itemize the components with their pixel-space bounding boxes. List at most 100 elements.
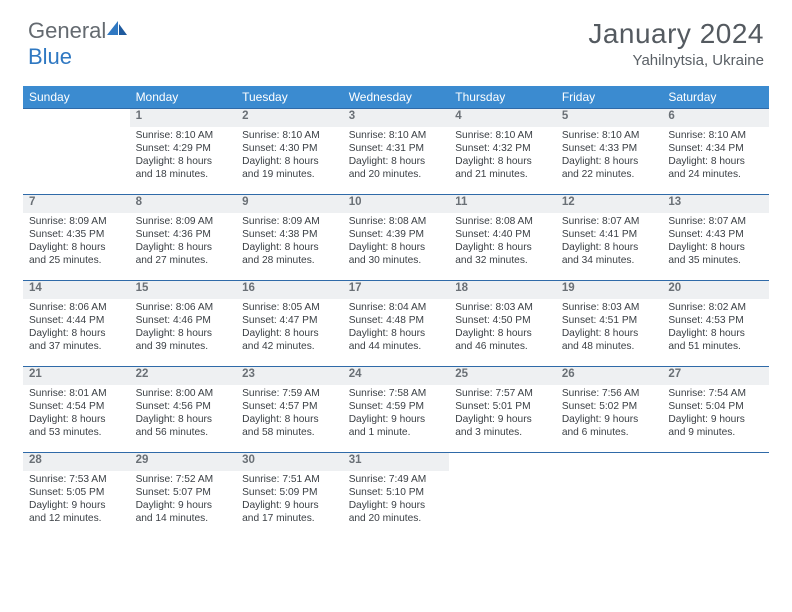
sunrise-text: Sunrise: 8:06 AM bbox=[29, 301, 124, 314]
day-cell: Sunrise: 8:07 AMSunset: 4:41 PMDaylight:… bbox=[556, 213, 663, 281]
day-cell: Sunrise: 8:09 AMSunset: 4:35 PMDaylight:… bbox=[23, 213, 130, 281]
sunrise-text: Sunrise: 8:10 AM bbox=[349, 129, 444, 142]
day-number: 28 bbox=[23, 453, 130, 471]
day-cell: Sunrise: 8:10 AMSunset: 4:34 PMDaylight:… bbox=[662, 127, 769, 195]
sunrise-text: Sunrise: 8:07 AM bbox=[562, 215, 657, 228]
sunset-text: Sunset: 5:09 PM bbox=[242, 486, 337, 499]
sunset-text: Sunset: 5:02 PM bbox=[562, 400, 657, 413]
day-number: 20 bbox=[662, 281, 769, 299]
day-number: 13 bbox=[662, 195, 769, 213]
day-cell: Sunrise: 7:51 AMSunset: 5:09 PMDaylight:… bbox=[236, 471, 343, 539]
logo-sail-icon bbox=[106, 20, 128, 38]
sunset-text: Sunset: 4:33 PM bbox=[562, 142, 657, 155]
day-number: 18 bbox=[449, 281, 556, 299]
day-number: 26 bbox=[556, 367, 663, 385]
sunset-text: Sunset: 4:43 PM bbox=[668, 228, 763, 241]
day-cell: Sunrise: 8:09 AMSunset: 4:36 PMDaylight:… bbox=[130, 213, 237, 281]
day-content-row: Sunrise: 7:53 AMSunset: 5:05 PMDaylight:… bbox=[23, 471, 769, 539]
day-number: 11 bbox=[449, 195, 556, 213]
day-header: Tuesday bbox=[236, 86, 343, 109]
day-cell bbox=[556, 471, 663, 539]
sunset-text: Sunset: 5:10 PM bbox=[349, 486, 444, 499]
sunrise-text: Sunrise: 8:10 AM bbox=[455, 129, 550, 142]
day-cell bbox=[662, 471, 769, 539]
day-cell: Sunrise: 8:04 AMSunset: 4:48 PMDaylight:… bbox=[343, 299, 450, 367]
sunrise-text: Sunrise: 8:09 AM bbox=[242, 215, 337, 228]
title-block: January 2024 Yahilnytsia, Ukraine bbox=[588, 18, 764, 69]
day-content-row: Sunrise: 8:06 AMSunset: 4:44 PMDaylight:… bbox=[23, 299, 769, 367]
sunrise-text: Sunrise: 8:10 AM bbox=[136, 129, 231, 142]
logo-word1: General bbox=[28, 18, 106, 43]
day-cell: Sunrise: 8:00 AMSunset: 4:56 PMDaylight:… bbox=[130, 385, 237, 453]
sunset-text: Sunset: 4:48 PM bbox=[349, 314, 444, 327]
sunset-text: Sunset: 4:50 PM bbox=[455, 314, 550, 327]
day-cell: Sunrise: 8:09 AMSunset: 4:38 PMDaylight:… bbox=[236, 213, 343, 281]
day-content-row: Sunrise: 8:09 AMSunset: 4:35 PMDaylight:… bbox=[23, 213, 769, 281]
daylight-text: Daylight: 8 hours and 53 minutes. bbox=[29, 413, 124, 440]
sunrise-text: Sunrise: 8:06 AM bbox=[136, 301, 231, 314]
daylight-text: Daylight: 8 hours and 32 minutes. bbox=[455, 241, 550, 268]
daylight-text: Daylight: 8 hours and 39 minutes. bbox=[136, 327, 231, 354]
sunset-text: Sunset: 4:57 PM bbox=[242, 400, 337, 413]
day-cell: Sunrise: 8:06 AMSunset: 4:44 PMDaylight:… bbox=[23, 299, 130, 367]
sunrise-text: Sunrise: 8:08 AM bbox=[455, 215, 550, 228]
day-number bbox=[662, 453, 769, 471]
day-number: 23 bbox=[236, 367, 343, 385]
day-number: 15 bbox=[130, 281, 237, 299]
day-number: 6 bbox=[662, 109, 769, 127]
day-number: 10 bbox=[343, 195, 450, 213]
day-cell: Sunrise: 8:10 AMSunset: 4:31 PMDaylight:… bbox=[343, 127, 450, 195]
sunrise-text: Sunrise: 8:09 AM bbox=[136, 215, 231, 228]
daylight-text: Daylight: 8 hours and 18 minutes. bbox=[136, 155, 231, 182]
sunset-text: Sunset: 5:05 PM bbox=[29, 486, 124, 499]
sunrise-text: Sunrise: 8:01 AM bbox=[29, 387, 124, 400]
day-number: 24 bbox=[343, 367, 450, 385]
daylight-text: Daylight: 8 hours and 34 minutes. bbox=[562, 241, 657, 268]
day-number-row: 28293031 bbox=[23, 453, 769, 471]
day-cell: Sunrise: 8:05 AMSunset: 4:47 PMDaylight:… bbox=[236, 299, 343, 367]
day-number-row: 14151617181920 bbox=[23, 281, 769, 299]
day-cell: Sunrise: 8:10 AMSunset: 4:33 PMDaylight:… bbox=[556, 127, 663, 195]
sunset-text: Sunset: 4:47 PM bbox=[242, 314, 337, 327]
daylight-text: Daylight: 8 hours and 30 minutes. bbox=[349, 241, 444, 268]
day-cell: Sunrise: 8:10 AMSunset: 4:32 PMDaylight:… bbox=[449, 127, 556, 195]
day-number: 1 bbox=[130, 109, 237, 127]
sunrise-text: Sunrise: 7:59 AM bbox=[242, 387, 337, 400]
day-cell: Sunrise: 7:54 AMSunset: 5:04 PMDaylight:… bbox=[662, 385, 769, 453]
sunrise-text: Sunrise: 8:10 AM bbox=[562, 129, 657, 142]
daylight-text: Daylight: 9 hours and 6 minutes. bbox=[562, 413, 657, 440]
day-content-row: Sunrise: 8:10 AMSunset: 4:29 PMDaylight:… bbox=[23, 127, 769, 195]
sunset-text: Sunset: 4:53 PM bbox=[668, 314, 763, 327]
day-number: 14 bbox=[23, 281, 130, 299]
page-subtitle: Yahilnytsia, Ukraine bbox=[588, 52, 764, 69]
day-header: Sunday bbox=[23, 86, 130, 109]
daylight-text: Daylight: 8 hours and 37 minutes. bbox=[29, 327, 124, 354]
day-header: Friday bbox=[556, 86, 663, 109]
sunrise-text: Sunrise: 8:00 AM bbox=[136, 387, 231, 400]
day-number: 17 bbox=[343, 281, 450, 299]
day-cell: Sunrise: 8:02 AMSunset: 4:53 PMDaylight:… bbox=[662, 299, 769, 367]
sunrise-text: Sunrise: 8:10 AM bbox=[668, 129, 763, 142]
daylight-text: Daylight: 8 hours and 22 minutes. bbox=[562, 155, 657, 182]
daylight-text: Daylight: 8 hours and 42 minutes. bbox=[242, 327, 337, 354]
daylight-text: Daylight: 8 hours and 27 minutes. bbox=[136, 241, 231, 268]
day-header: Monday bbox=[130, 86, 237, 109]
daylight-text: Daylight: 9 hours and 14 minutes. bbox=[136, 499, 231, 526]
sunset-text: Sunset: 5:04 PM bbox=[668, 400, 763, 413]
sunrise-text: Sunrise: 7:52 AM bbox=[136, 473, 231, 486]
sunset-text: Sunset: 4:38 PM bbox=[242, 228, 337, 241]
day-number: 30 bbox=[236, 453, 343, 471]
sunrise-text: Sunrise: 8:03 AM bbox=[562, 301, 657, 314]
daylight-text: Daylight: 8 hours and 58 minutes. bbox=[242, 413, 337, 440]
sunrise-text: Sunrise: 7:49 AM bbox=[349, 473, 444, 486]
sunrise-text: Sunrise: 8:10 AM bbox=[242, 129, 337, 142]
sunset-text: Sunset: 4:36 PM bbox=[136, 228, 231, 241]
sunset-text: Sunset: 4:29 PM bbox=[136, 142, 231, 155]
sunset-text: Sunset: 4:31 PM bbox=[349, 142, 444, 155]
sunrise-text: Sunrise: 8:09 AM bbox=[29, 215, 124, 228]
day-cell: Sunrise: 8:10 AMSunset: 4:30 PMDaylight:… bbox=[236, 127, 343, 195]
sunset-text: Sunset: 4:32 PM bbox=[455, 142, 550, 155]
day-number: 19 bbox=[556, 281, 663, 299]
logo-text: General Blue bbox=[28, 18, 128, 70]
day-cell bbox=[449, 471, 556, 539]
